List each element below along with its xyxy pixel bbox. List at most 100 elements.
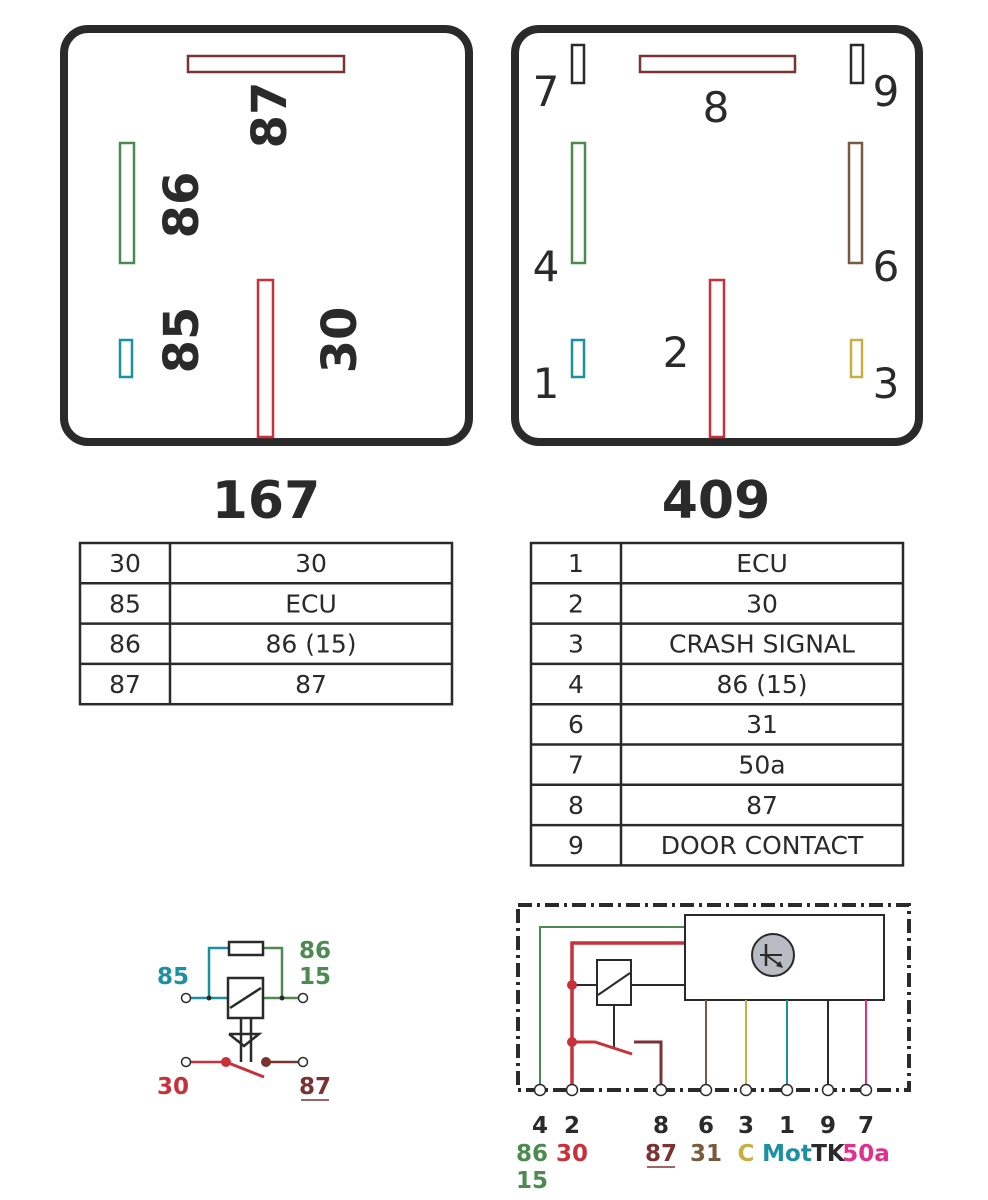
terminal-number: 6 [698,1113,714,1139]
pin-label-87: 87 [242,82,298,149]
terminal-6 [699,1083,713,1097]
terminal-30 [180,1056,192,1068]
pin-function-cell: ECU [285,589,337,618]
table-row: 30 30 [109,549,327,578]
terminal-function: 86 [516,1141,548,1167]
relay-409-housing: 7 8 9 4 6 2 1 3 [511,25,923,446]
terminal-function: Mot [762,1141,812,1167]
pin-label-2: 2 [663,328,690,377]
terminal-4 [533,1083,547,1097]
pin-1 [570,338,586,379]
pin-number-cell: 2 [568,589,584,618]
pin-4 [570,141,587,265]
pin-number-cell: 7 [568,751,584,780]
terminal-number: 9 [820,1113,836,1139]
terminal-1 [780,1083,794,1097]
terminal-function: TK [811,1141,846,1167]
pin-function-cell: CRASH SIGNAL [669,630,855,659]
pin-number-cell: 87 [109,670,141,699]
terminal-86 [297,992,309,1004]
resistor-symbol [227,940,265,957]
pin-number-cell: 4 [568,670,584,699]
pin-number-cell: 1 [568,549,584,578]
label-85: 85 [157,964,189,990]
terminal-number: 8 [653,1113,669,1139]
terminal-function: 30 [556,1141,588,1167]
pin-number-cell: 8 [568,791,584,820]
table-row: 9 DOOR CONTACT [531,823,903,860]
terminal-function: 50a [842,1141,890,1167]
terminal-7 [859,1083,873,1097]
pin-function-cell: 30 [746,589,778,618]
terminal-9 [821,1083,835,1097]
terminal-number: 2 [564,1113,580,1139]
pin-label-30: 30 [312,307,368,374]
terminal-87 [297,1056,309,1068]
pin-label-1: 1 [533,359,560,408]
relay-167-schematic [180,940,309,1079]
label-86: 86 [299,938,331,964]
table-row: 2 30 [531,582,903,618]
label-15: 15 [299,964,331,990]
terminal-function: 87 [645,1141,677,1167]
label-87: 87 [299,1074,331,1100]
pin-30 [256,278,275,439]
pin-7 [570,43,586,85]
pin-function-cell: 86 (15) [265,630,356,659]
pin-number-cell: 30 [109,549,141,578]
relay-167-housing: 87 86 85 30 [60,25,473,446]
terminal-number: 4 [532,1113,548,1139]
pin-label-9: 9 [873,67,900,116]
transistor-icon [751,933,795,977]
pin-6 [847,141,864,265]
pin-label-86: 86 [154,172,210,239]
pin-number-cell: 86 [109,630,141,659]
pin-number-cell: 9 [568,831,584,860]
pin-function-cell: 30 [295,549,327,578]
terminal-function-alt: 15 [516,1168,548,1194]
relay-409-pin-table: 1 ECU 2 30 3 CRASH SIGNAL 4 86 (15) 6 31 7 50a 8 87 9 D… [529,541,905,867]
pin-label-6: 6 [873,242,900,291]
pin-function-cell: 87 [295,670,327,699]
relay-409-title: 409 [662,471,771,531]
pin-function-cell: 31 [746,710,778,739]
terminal-function: 31 [690,1141,722,1167]
table-row: 8 87 [531,783,903,820]
module-boundary [516,903,911,1092]
table-row: 1 ECU [568,549,788,578]
pin-function-cell: DOOR CONTACT [661,831,864,860]
pin-function-cell: 86 (15) [716,670,807,699]
relay-409-schematic [516,903,911,1092]
terminal-3 [739,1083,753,1097]
pin-number-cell: 85 [109,589,141,618]
terminal-2 [565,1083,579,1097]
pin-3 [849,338,864,379]
table-row: 6 31 [531,702,903,739]
terminal-number: 3 [738,1113,754,1139]
pin-85 [118,338,134,379]
terminal-function: C [738,1141,755,1167]
pin-label-8: 8 [703,83,730,132]
table-row: 87 87 [80,662,452,699]
pin-number-cell: 6 [568,710,584,739]
relay-coil-symbol [596,959,632,1006]
pin-8 [638,54,797,74]
pin-86 [118,141,136,265]
terminal-number: 7 [858,1113,874,1139]
table-row: 86 86 (15) [80,622,452,659]
terminal-85 [180,992,192,1004]
pin-function-cell: ECU [736,549,788,578]
pin-label-4: 4 [533,242,560,291]
pin-label-85: 85 [154,307,210,374]
relay-167-pin-table: 30 30 85 ECU 86 86 (15) 87 87 [78,541,454,706]
pin-function-cell: 50a [738,751,785,780]
pin-number-cell: 3 [568,630,584,659]
relay-167-title: 167 [212,471,321,531]
table-row: 3 CRASH SIGNAL [531,622,903,659]
pin-2 [708,278,726,439]
pin-87 [186,54,346,74]
label-30: 30 [157,1074,189,1100]
pin-label-7: 7 [533,67,560,116]
terminal-number: 1 [779,1113,795,1139]
